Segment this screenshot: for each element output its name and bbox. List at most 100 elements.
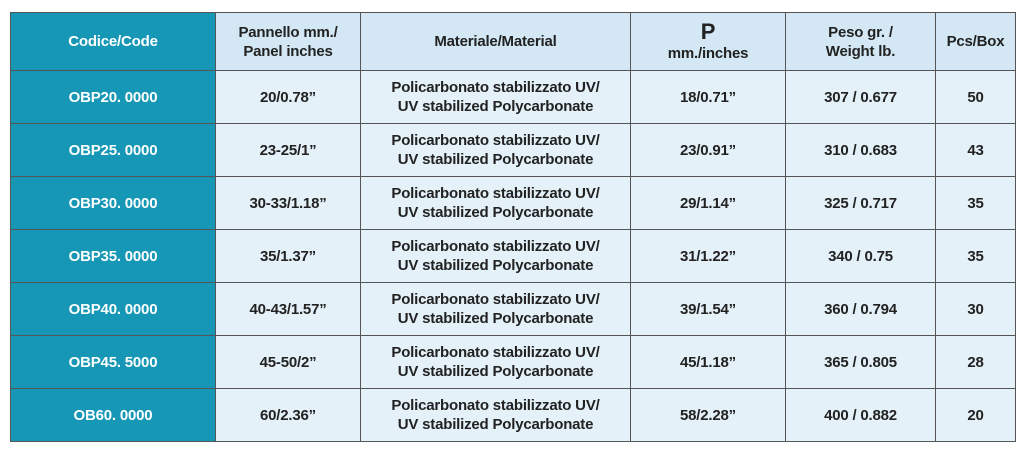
table-row: OBP45. 5000 45-50/2” Policarbonato stabili… (10, 335, 1016, 389)
cell-text: Peso gr. / (828, 23, 893, 41)
cell-text: OBP45. 5000 (68, 353, 158, 371)
cell-text: 45/1.18” (680, 353, 736, 371)
cell-text: 35 (967, 247, 984, 265)
data-cell: 30-33/1.18” (215, 176, 361, 230)
cell-text: Policarbonato stabilizzato UV/ (391, 291, 600, 308)
cell-text: 325 / 0.717 (824, 194, 897, 212)
data-cell: Policarbonato stabilizzato UV/UV stabili… (360, 176, 631, 230)
cell-text: 35 (967, 194, 984, 212)
header-cell: Materiale/Material (360, 12, 631, 71)
cell-text: 58/2.28” (680, 406, 736, 424)
cell-text: Panel inches (243, 42, 333, 60)
cell-text: UV stabilized Polycarbonate (397, 257, 594, 274)
table-row: OB60. 0000 60/2.36” Policarbonato stabiliz… (10, 388, 1016, 442)
table-body: OBP20. 0000 20/0.78” Policarbonato stabili… (10, 70, 1016, 442)
cell-text: 307 / 0.677 (824, 88, 897, 106)
code-cell: OBP30. 0000 (10, 176, 216, 230)
cell-text: Policarbonato stabilizzato UV/ (391, 344, 600, 361)
data-cell: 400 / 0.882 (785, 388, 936, 442)
data-cell: 45/1.18” (630, 335, 786, 389)
cell-text: mm./inches (667, 44, 749, 62)
data-cell: 43 (935, 123, 1016, 177)
cell-text: 45-50/2” (259, 353, 317, 371)
table-row: OBP20. 0000 20/0.78” Policarbonato stabili… (10, 70, 1016, 124)
cell-text: 23/0.91” (680, 141, 736, 159)
table-header: Codice/Code Pannello mm./Panel inches Mate… (10, 12, 1016, 71)
code-cell: OBP40. 0000 (10, 282, 216, 336)
product-table: Codice/Code Pannello mm./Panel inches Mate… (10, 12, 1016, 442)
data-cell: 39/1.54” (630, 282, 786, 336)
cell-text: UV stabilized Polycarbonate (397, 416, 594, 433)
cell-text: 40-43/1.57” (249, 300, 327, 318)
cell-text: Materiale/Material (434, 33, 557, 50)
header-row: Codice/Code Pannello mm./Panel inches Mate… (10, 12, 1016, 71)
data-cell: 40-43/1.57” (215, 282, 361, 336)
data-cell: 30 (935, 282, 1016, 336)
data-cell: 310 / 0.683 (785, 123, 936, 177)
table-row: OBP25. 0000 23-25/1” Policarbonato stabili… (10, 123, 1016, 177)
code-cell: OBP45. 5000 (10, 335, 216, 389)
data-cell: 20 (935, 388, 1016, 442)
cell-text: 50 (967, 88, 984, 106)
cell-text: UV stabilized Polycarbonate (397, 98, 594, 115)
data-cell: 35 (935, 176, 1016, 230)
cell-text: 31/1.22” (680, 247, 736, 265)
data-cell: 60/2.36” (215, 388, 361, 442)
data-cell: 35 (935, 229, 1016, 283)
cell-text: 365 / 0.805 (824, 353, 897, 371)
code-cell: OBP20. 0000 (10, 70, 216, 124)
cell-text: 310 / 0.683 (824, 141, 897, 159)
cell-text: Pannello mm./ (238, 23, 338, 41)
cell-text: Codice/Code (68, 33, 158, 50)
data-cell: 365 / 0.805 (785, 335, 936, 389)
cell-text: Weight lb. (825, 42, 896, 60)
data-cell: 23/0.91” (630, 123, 786, 177)
cell-text: Policarbonato stabilizzato UV/ (391, 79, 600, 96)
data-cell: 58/2.28” (630, 388, 786, 442)
cell-text: 39/1.54” (680, 300, 736, 318)
data-cell: 18/0.71” (630, 70, 786, 124)
data-cell: 325 / 0.717 (785, 176, 936, 230)
data-cell: 360 / 0.794 (785, 282, 936, 336)
cell-text: 20/0.78” (260, 88, 316, 106)
cell-text: UV stabilized Polycarbonate (397, 310, 594, 327)
cell-text: 60/2.36” (260, 406, 316, 424)
data-cell: Policarbonato stabilizzato UV/UV stabili… (360, 335, 631, 389)
cell-text: 340 / 0.75 (828, 247, 893, 265)
data-cell: Policarbonato stabilizzato UV/UV stabili… (360, 282, 631, 336)
cell-text: 18/0.71” (680, 88, 736, 106)
cell-text: 20 (967, 406, 984, 424)
data-cell: 45-50/2” (215, 335, 361, 389)
data-cell: Policarbonato stabilizzato UV/UV stabili… (360, 229, 631, 283)
cell-text: 43 (967, 141, 984, 159)
cell-text: OBP35. 0000 (68, 247, 158, 265)
cell-text: OBP20. 0000 (68, 88, 158, 106)
data-cell: 340 / 0.75 (785, 229, 936, 283)
cell-text: OBP40. 0000 (68, 300, 158, 318)
cell-text: P (700, 18, 716, 44)
data-cell: 35/1.37” (215, 229, 361, 283)
code-cell: OBP35. 0000 (10, 229, 216, 283)
header-cell: Peso gr. / Weight lb. (785, 12, 936, 71)
cell-text: Policarbonato stabilizzato UV/ (391, 397, 600, 414)
cell-text: UV stabilized Polycarbonate (397, 204, 594, 221)
code-cell: OB60. 0000 (10, 388, 216, 442)
cell-text: 30-33/1.18” (249, 194, 327, 212)
data-cell: Policarbonato stabilizzato UV/UV stabili… (360, 388, 631, 442)
data-cell: 20/0.78” (215, 70, 361, 124)
cell-text: 35/1.37” (260, 247, 316, 265)
cell-text: 30 (967, 300, 984, 318)
cell-text: OBP25. 0000 (68, 141, 158, 159)
cell-text: 360 / 0.794 (824, 300, 897, 318)
cell-text: 29/1.14” (680, 194, 736, 212)
cell-text: OBP30. 0000 (68, 194, 158, 212)
data-cell: 23-25/1” (215, 123, 361, 177)
cell-text: UV stabilized Polycarbonate (397, 151, 594, 168)
cell-text: UV stabilized Polycarbonate (397, 363, 594, 380)
table-row: OBP30. 0000 30-33/1.18” Policarbonato stab… (10, 176, 1016, 230)
table-row: OBP35. 0000 35/1.37” Policarbonato stabili… (10, 229, 1016, 283)
data-cell: 31/1.22” (630, 229, 786, 283)
cell-text: Policarbonato stabilizzato UV/ (391, 238, 600, 255)
cell-text: Policarbonato stabilizzato UV/ (391, 185, 600, 202)
